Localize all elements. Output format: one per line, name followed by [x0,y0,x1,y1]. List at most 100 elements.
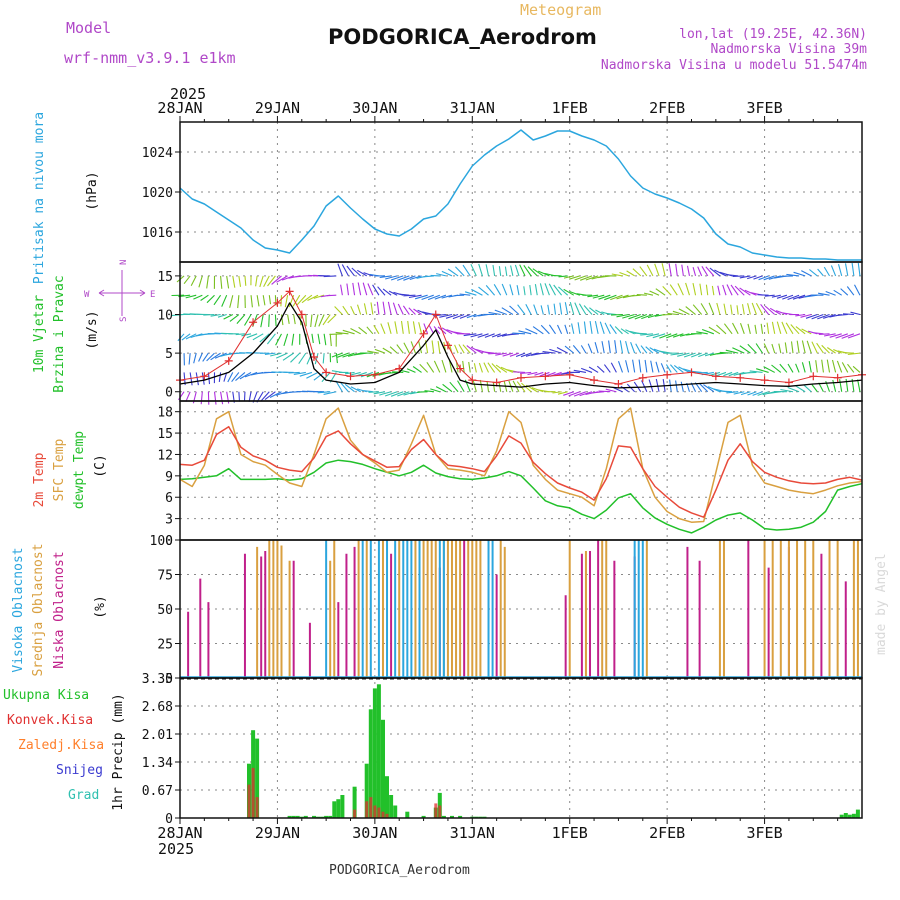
wind-barb [817,313,830,320]
precip-total-bar [324,815,329,818]
wind-barb [229,314,240,322]
pressure-side-label: Pritisak na nivou mora [32,112,47,284]
wind-barb [323,333,327,346]
wind-barb [185,294,197,299]
wind-barb [701,266,709,277]
wind-barb [368,391,379,393]
precip-legend-snow: Snijeg [56,763,103,778]
wind-barb [795,326,806,335]
wind-barb [491,363,502,373]
wind-barb [275,352,288,359]
wind-speed-line [179,302,863,389]
wind-barb [322,314,331,326]
wind-barb [776,321,782,334]
wind-barb [704,352,714,357]
dewpoint-line [179,459,863,534]
wind-barb [780,388,794,393]
wind-barb [752,391,763,396]
wind-barb [431,340,435,354]
wind-barb [523,286,526,296]
wind-barb [322,353,325,364]
wind-barb [755,343,763,354]
wind-barb [445,313,459,319]
wind-barb [610,362,617,373]
wind-barb [458,344,465,354]
wind-barb [632,268,642,277]
wind-barb [747,303,751,315]
wind-barb [363,390,373,393]
top-tick-label: 30JAN [352,99,397,117]
wind-barb [311,333,314,344]
wind-barb [781,321,788,335]
precip-total-bar [295,815,300,818]
wind-barb [784,342,788,354]
precip-total-bar [255,738,260,818]
wind-barb [539,283,544,296]
precip-convective-bar [251,767,255,818]
wind-barb [430,274,440,277]
wind-barb [501,283,508,296]
precip-convective-bar [373,805,377,818]
wind-barb [588,366,599,373]
wind-barb [660,363,666,373]
wind-barb [723,323,733,335]
wind-barb [809,269,818,277]
wind-barb [515,352,526,358]
wind-barb [564,324,569,334]
wind-barb [268,295,272,305]
wind-barb [284,295,289,308]
temperature-y-tick-label: 18 [157,406,173,421]
wind-barb [407,320,410,334]
wind-barb [457,380,465,393]
wind-barb [523,264,532,277]
wind-barb [754,324,757,334]
data-layer [171,129,866,818]
wind-barb [403,391,416,396]
wind-barb [553,303,557,315]
wind-barb [645,346,654,354]
precip-total-bar [303,815,308,818]
clouds-y-tick-label: 0 [165,672,173,687]
wind-barb [675,380,678,392]
wind-barb [494,309,507,316]
wind-barb [210,313,221,317]
wind-barb [271,275,282,285]
wind-barb [796,340,800,354]
wind-barb [402,305,410,315]
top-tick-label: 28JAN [157,99,202,117]
wind-barb [198,352,203,362]
wind-barb [462,344,471,354]
wind-barb [787,363,794,373]
precip-panel-frame [179,677,863,819]
wind-barb [655,361,660,373]
wind-barb [595,309,605,316]
wind-barb [280,314,284,326]
wind-barb [518,330,532,335]
wind-barb [220,391,224,405]
wind-barb [193,352,197,364]
wind-barb [217,313,227,318]
precip-total-bar [336,799,341,818]
precip-total-bar [843,813,848,818]
wind-barb [630,342,636,354]
wind-barb [436,273,447,277]
precip-convective-bar [377,807,381,818]
wind-barb [392,371,404,373]
pressure-panel-frame [179,121,863,263]
wind-barb [449,381,459,393]
wind-barb [552,391,562,394]
wind-barb [604,322,611,335]
wind-barb [398,293,410,296]
wind-barb [521,382,532,393]
wind-barb [195,372,199,386]
wind-barb [669,364,678,373]
wind-barb [558,286,569,296]
wind-barb [441,359,447,373]
wind-barb [185,333,197,340]
wind-barb [202,352,209,362]
wind-barb [403,275,416,281]
wind-barb [782,294,794,300]
wind-barb [235,333,245,336]
wind-barb [728,371,739,377]
wind-barb [388,290,398,296]
